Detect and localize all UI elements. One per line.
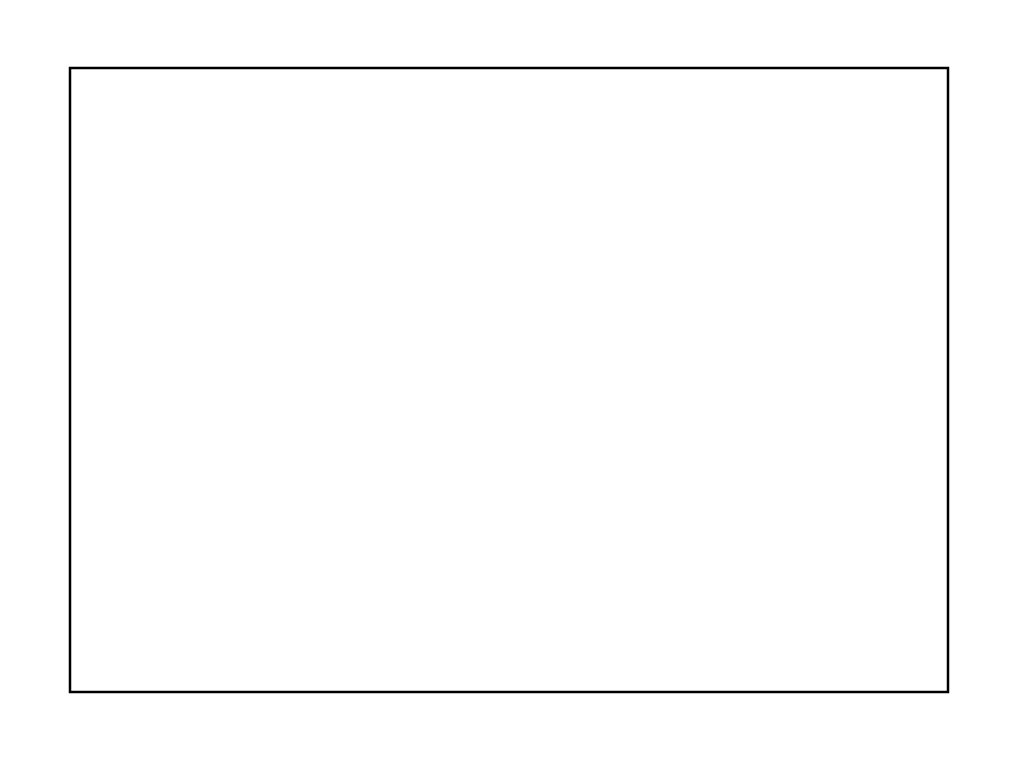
plot-frame [68,66,950,694]
